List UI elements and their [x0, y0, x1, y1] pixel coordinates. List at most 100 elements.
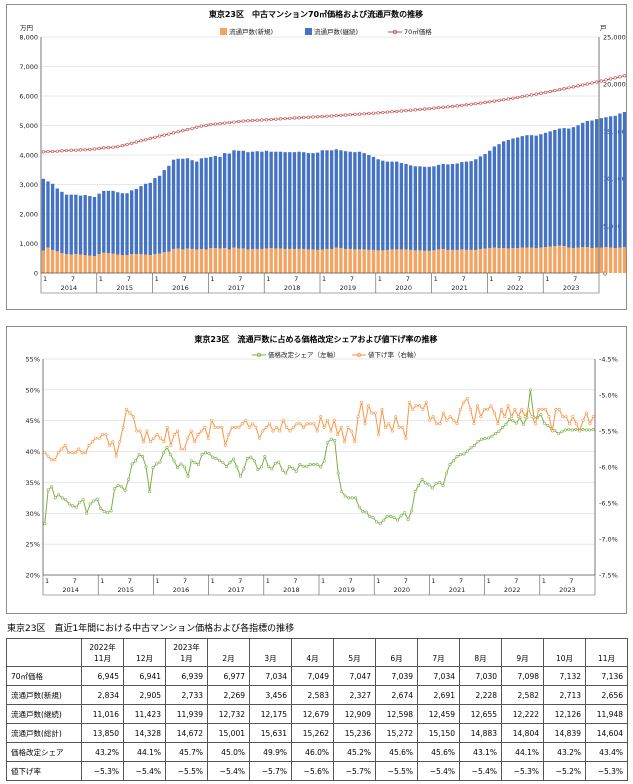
share-point: [162, 451, 166, 455]
share-point: [186, 474, 190, 478]
cut-point: [179, 447, 183, 451]
bar-new: [41, 250, 45, 273]
cut-point: [431, 415, 435, 419]
table-cell: 12,679: [291, 704, 334, 724]
bar-continued: [525, 135, 529, 248]
cut-point: [162, 440, 166, 444]
chart-legend: 価格改定シェア（左軸） 値下げ率（右軸）: [252, 350, 420, 359]
bar-new: [316, 249, 320, 273]
share-point: [560, 430, 564, 434]
table-cell: 7,049: [291, 666, 334, 686]
cut-point: [288, 429, 292, 433]
left-tick-label: 1,000: [19, 240, 38, 248]
table-cell: 43.2%: [543, 742, 586, 762]
table-cell: 2,834: [81, 685, 124, 705]
bar-new: [446, 249, 450, 273]
cut-point: [240, 422, 244, 426]
share-point: [424, 481, 428, 485]
price-point: [469, 102, 473, 106]
share-point: [155, 462, 159, 466]
share-point: [413, 490, 417, 494]
right-tick-label: -5.5%: [599, 428, 618, 436]
left-tick-label: 40%: [26, 448, 40, 456]
bar-continued: [64, 194, 69, 255]
cut-point: [53, 458, 57, 462]
share-point: [410, 509, 414, 513]
bar-continued: [302, 152, 306, 249]
share-point: [224, 464, 228, 468]
price-point: [520, 95, 524, 99]
price-point: [525, 94, 529, 98]
bar-continued: [478, 156, 483, 249]
price-point: [464, 103, 469, 107]
table-cell: 11,948: [585, 704, 628, 724]
x-tick-label: 1: [211, 577, 215, 585]
share-point: [364, 510, 368, 514]
price-point: [130, 141, 134, 145]
bar-continued: [599, 118, 603, 248]
cut-point: [87, 443, 91, 447]
bar-new: [483, 248, 487, 273]
share-point: [134, 459, 138, 463]
bar-continued: [367, 155, 371, 250]
bar-continued: [590, 120, 594, 248]
price-point: [413, 108, 417, 112]
bar-continued: [274, 151, 278, 249]
left-tick-label: 5,000: [19, 122, 38, 130]
cut-point: [312, 422, 316, 426]
share-point: [431, 486, 435, 490]
table-column-header: 12月: [123, 638, 166, 667]
table-cell: 44.1%: [501, 742, 544, 762]
x-tick-label: 1: [266, 275, 270, 283]
share-point: [455, 455, 459, 459]
x-tick-label: 1: [542, 577, 546, 585]
cut-point: [377, 433, 381, 437]
price-point: [381, 110, 385, 115]
price-point: [306, 115, 310, 119]
share-point: [361, 509, 365, 513]
bar-new: [464, 249, 469, 273]
share-point: [441, 484, 445, 488]
bar-continued: [283, 152, 287, 249]
column-month: 11月: [597, 654, 616, 663]
bar-new: [441, 248, 445, 273]
share-point: [123, 488, 127, 492]
share-point: [137, 453, 141, 457]
bar-continued: [441, 163, 445, 249]
left-tick-label: 45%: [26, 417, 40, 425]
bar-new: [339, 247, 343, 273]
bar-new: [176, 248, 180, 273]
chart1-bars: [41, 112, 626, 273]
bar-continued: [474, 159, 478, 250]
table-cell: 2,691: [417, 685, 460, 705]
bar-new: [88, 255, 92, 273]
bar-continued: [162, 170, 166, 253]
cut-point: [407, 400, 411, 404]
table-cell: 7,136: [585, 666, 628, 686]
table-cell: 45.6%: [417, 742, 460, 762]
bar-continued: [171, 159, 176, 249]
cut-point: [128, 411, 132, 415]
cut-point: [373, 411, 377, 415]
share-point: [203, 451, 207, 455]
bar-new: [102, 252, 106, 273]
bar-new: [362, 249, 366, 273]
table-column-header: 8月: [459, 638, 502, 667]
left-tick-label: 2,000: [19, 211, 38, 219]
bar-new: [260, 248, 264, 273]
price-point: [339, 113, 343, 117]
share-point: [396, 518, 400, 522]
cut-point: [148, 440, 152, 444]
table-cell: 2,583: [291, 685, 334, 705]
cut-point: [210, 418, 214, 422]
share-point: [106, 511, 110, 515]
cut-point: [574, 422, 578, 426]
price-point: [325, 114, 329, 118]
cut-point: [268, 422, 272, 426]
left-tick-label: 7,000: [19, 63, 38, 71]
table-cell: 2,674: [375, 685, 418, 705]
cut-point: [234, 425, 238, 429]
bar-new: [55, 251, 59, 273]
share-point: [179, 462, 183, 466]
share-point: [214, 456, 218, 460]
